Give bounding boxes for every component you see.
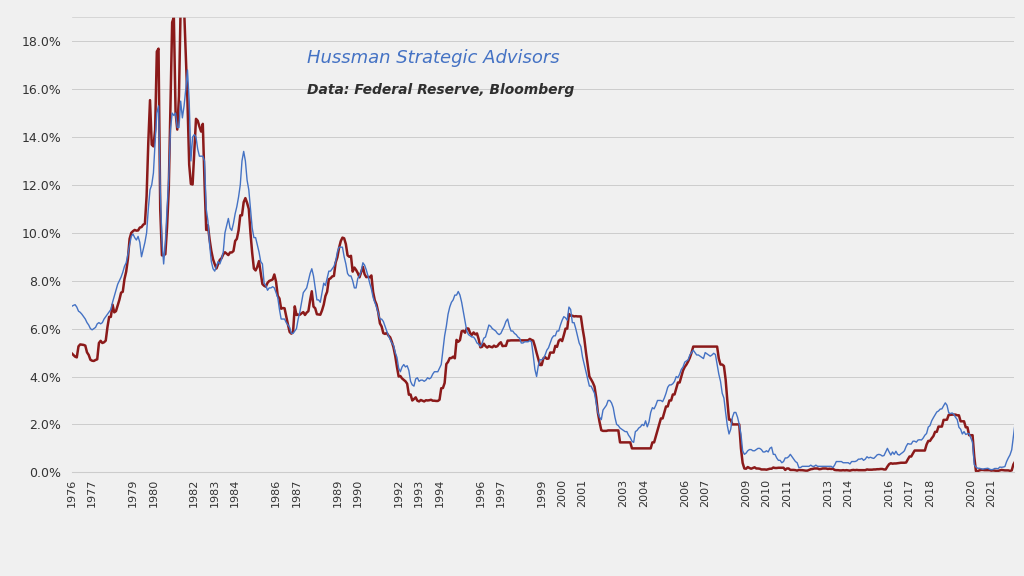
Text: Hussman Strategic Advisors: Hussman Strategic Advisors [307,49,560,67]
Text: Data: Federal Reserve, Bloomberg: Data: Federal Reserve, Bloomberg [307,84,574,97]
